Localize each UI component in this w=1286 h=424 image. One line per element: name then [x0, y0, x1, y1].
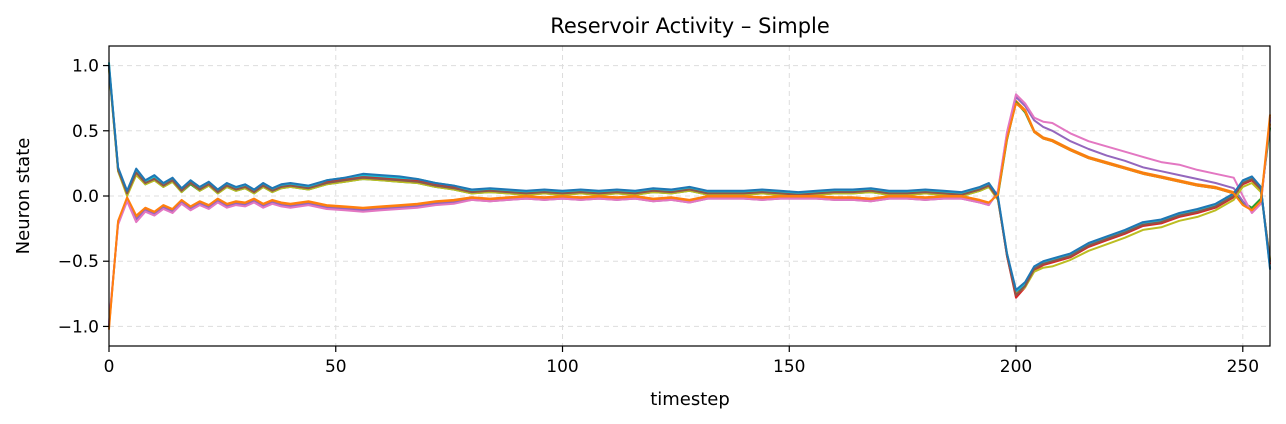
series-layer — [108, 62, 1271, 330]
series-line-6 — [108, 68, 1271, 295]
series-line-8 — [108, 65, 1271, 297]
x-axis: 0 50 100 150 200 250 — [104, 346, 1259, 377]
x-axis-label: timestep — [650, 389, 730, 410]
y-tick-label: −0.5 — [58, 252, 99, 272]
series-line-1 — [108, 99, 1271, 328]
series-line-10 — [108, 102, 1271, 330]
x-tick-label: 200 — [1000, 357, 1032, 377]
series-line-7 — [108, 62, 1271, 293]
x-tick-label: 100 — [546, 357, 578, 377]
y-tick-label: 0.5 — [72, 122, 99, 142]
x-tick-label: 50 — [325, 357, 347, 377]
y-tick-label: −1.0 — [58, 317, 99, 337]
y-tick-label: 0.0 — [72, 187, 99, 207]
series-line-9 — [108, 64, 1271, 291]
x-tick-label: 0 — [104, 357, 115, 377]
grid-lines — [108, 46, 1270, 346]
series-line-5 — [108, 93, 1271, 324]
y-axis-label: Neuron state — [13, 138, 34, 255]
x-tick-label: 150 — [773, 357, 805, 377]
y-axis: −1.0 −0.5 0.0 0.5 1.0 — [58, 57, 109, 337]
x-tick-label: 250 — [1227, 357, 1259, 377]
chart-title: Reservoir Activity – Simple — [550, 14, 830, 38]
y-tick-label: 1.0 — [72, 57, 99, 77]
